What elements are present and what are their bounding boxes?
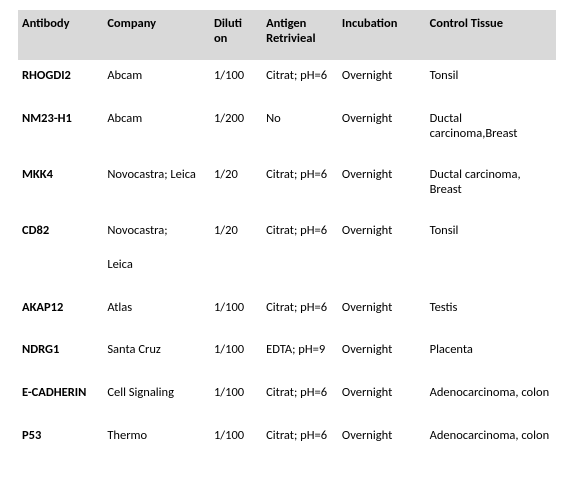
header-antibody: Antibody bbox=[18, 10, 103, 60]
cell-incubation: Overnight bbox=[338, 292, 426, 335]
cell-tissue: Tonsil bbox=[426, 60, 556, 103]
table-row: E-CADHERINCell Signaling1/100Citrat; pH=… bbox=[18, 377, 556, 420]
header-antigen: Antigen Retrivieal bbox=[262, 10, 338, 60]
cell-company: Thermo bbox=[103, 420, 210, 463]
header-dilution: Diluti on bbox=[210, 10, 262, 60]
cell-incubation: Overnight bbox=[338, 377, 426, 420]
cell-dilution: 1/100 bbox=[210, 377, 262, 420]
cell-tissue: Adenocarcinoma, colon bbox=[426, 420, 556, 463]
antibody-table: Antibody Company Diluti on Antigen Retri… bbox=[18, 10, 556, 463]
cell-tissue: Tonsil bbox=[426, 215, 556, 292]
cell-antibody: AKAP12 bbox=[18, 292, 103, 335]
cell-antigen: EDTA; pH=9 bbox=[262, 334, 338, 377]
cell-tissue: Ductal carcinoma, Breast bbox=[426, 159, 556, 215]
cell-antigen: No bbox=[262, 103, 338, 159]
header-tissue: Control Tissue bbox=[426, 10, 556, 60]
cell-incubation: Overnight bbox=[338, 334, 426, 377]
cell-company: Novocastra; Leica bbox=[103, 215, 210, 292]
cell-company: Cell Signaling bbox=[103, 377, 210, 420]
cell-dilution: 1/100 bbox=[210, 60, 262, 103]
table-body: RHOGDI2Abcam1/100Citrat; pH=6OvernightTo… bbox=[18, 60, 556, 463]
cell-company: Abcam bbox=[103, 60, 210, 103]
cell-dilution: 1/200 bbox=[210, 103, 262, 159]
cell-antibody: E-CADHERIN bbox=[18, 377, 103, 420]
header-company: Company bbox=[103, 10, 210, 60]
cell-incubation: Overnight bbox=[338, 215, 426, 292]
cell-antigen: Citrat; pH=6 bbox=[262, 215, 338, 292]
table-row: CD82Novocastra; Leica1/20Citrat; pH=6Ove… bbox=[18, 215, 556, 292]
cell-antibody: NM23-H1 bbox=[18, 103, 103, 159]
cell-antigen: Citrat; pH=6 bbox=[262, 292, 338, 335]
cell-tissue: Testis bbox=[426, 292, 556, 335]
cell-antigen: Citrat; pH=6 bbox=[262, 377, 338, 420]
cell-tissue: Placenta bbox=[426, 334, 556, 377]
table-row: NDRG1Santa Cruz1/100EDTA; pH=9OvernightP… bbox=[18, 334, 556, 377]
cell-company: Atlas bbox=[103, 292, 210, 335]
cell-incubation: Overnight bbox=[338, 420, 426, 463]
cell-company: Santa Cruz bbox=[103, 334, 210, 377]
header-incubation: Incubation bbox=[338, 10, 426, 60]
table-row: NM23-H1Abcam1/200NoOvernightDuctal carci… bbox=[18, 103, 556, 159]
table-header: Antibody Company Diluti on Antigen Retri… bbox=[18, 10, 556, 60]
cell-company: Novocastra; Leica bbox=[103, 159, 210, 215]
cell-antibody: RHOGDI2 bbox=[18, 60, 103, 103]
cell-dilution: 1/20 bbox=[210, 215, 262, 292]
cell-antibody: MKK4 bbox=[18, 159, 103, 215]
table-row: MKK4Novocastra; Leica1/20Citrat; pH=6Ove… bbox=[18, 159, 556, 215]
table-row: P53Thermo1/100Citrat; pH=6OvernightAdeno… bbox=[18, 420, 556, 463]
cell-incubation: Overnight bbox=[338, 159, 426, 215]
cell-tissue: Ductal carcinoma,Breast bbox=[426, 103, 556, 159]
cell-dilution: 1/100 bbox=[210, 420, 262, 463]
cell-incubation: Overnight bbox=[338, 60, 426, 103]
header-row: Antibody Company Diluti on Antigen Retri… bbox=[18, 10, 556, 60]
table-row: AKAP12Atlas1/100Citrat; pH=6OvernightTes… bbox=[18, 292, 556, 335]
cell-antibody: CD82 bbox=[18, 215, 103, 292]
cell-incubation: Overnight bbox=[338, 103, 426, 159]
cell-antibody: NDRG1 bbox=[18, 334, 103, 377]
cell-company: Abcam bbox=[103, 103, 210, 159]
cell-dilution: 1/100 bbox=[210, 334, 262, 377]
cell-dilution: 1/20 bbox=[210, 159, 262, 215]
cell-antigen: Citrat; pH=6 bbox=[262, 420, 338, 463]
cell-antigen: Citrat; pH=6 bbox=[262, 159, 338, 215]
cell-antibody: P53 bbox=[18, 420, 103, 463]
cell-dilution: 1/100 bbox=[210, 292, 262, 335]
table-row: RHOGDI2Abcam1/100Citrat; pH=6OvernightTo… bbox=[18, 60, 556, 103]
cell-antigen: Citrat; pH=6 bbox=[262, 60, 338, 103]
cell-tissue: Adenocarcinoma, colon bbox=[426, 377, 556, 420]
